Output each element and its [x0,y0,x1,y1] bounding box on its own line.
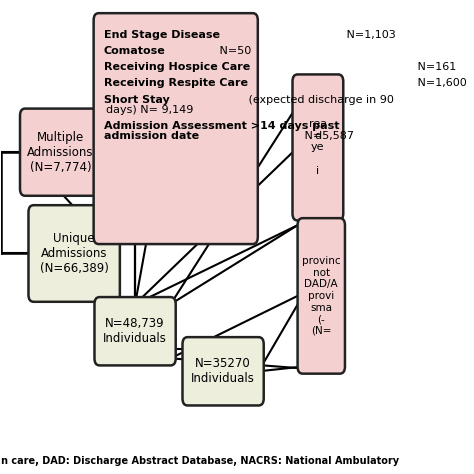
Text: days) N= 9,149: days) N= 9,149 [107,105,194,115]
FancyBboxPatch shape [292,74,343,220]
Text: N=35270
Individuals: N=35270 Individuals [191,357,255,385]
Text: End Stage Disease: End Stage Disease [104,30,220,40]
Text: rea
d
ye

i: rea d ye i [309,119,327,176]
Text: N=1,600: N=1,600 [414,79,466,89]
FancyBboxPatch shape [28,205,120,302]
FancyBboxPatch shape [182,337,264,405]
FancyBboxPatch shape [298,218,345,374]
Text: N=50: N=50 [217,46,252,56]
Text: admission date: admission date [104,131,199,141]
Text: Unique
Admissions
(N=66,389): Unique Admissions (N=66,389) [40,232,109,275]
Text: N=161: N=161 [414,63,456,73]
FancyBboxPatch shape [20,109,101,196]
FancyBboxPatch shape [94,297,176,365]
Text: Receiving Hospice Care: Receiving Hospice Care [104,63,250,73]
Text: Short Stay: Short Stay [104,94,170,104]
Text: Comatose: Comatose [104,46,165,56]
Text: (expected discharge in 90: (expected discharge in 90 [245,94,393,104]
FancyBboxPatch shape [94,13,258,244]
Text: N=5,587: N=5,587 [301,131,354,141]
Text: n care, DAD: Discharge Abstract Database, NACRS: National Ambulatory: n care, DAD: Discharge Abstract Database… [1,456,400,465]
Text: Multiple
Admissions
(N=7,774): Multiple Admissions (N=7,774) [27,131,94,173]
Text: N=1,103: N=1,103 [343,30,396,40]
Text: Receiving Respite Care: Receiving Respite Care [104,79,248,89]
Text: Admission Assessment >14 days past: Admission Assessment >14 days past [104,121,339,131]
Text: N=48,739
Individuals: N=48,739 Individuals [103,317,167,345]
Text: provinc
not
DAD/A
provi
sma
(-
(N=: provinc not DAD/A provi sma (- (N= [302,256,341,336]
